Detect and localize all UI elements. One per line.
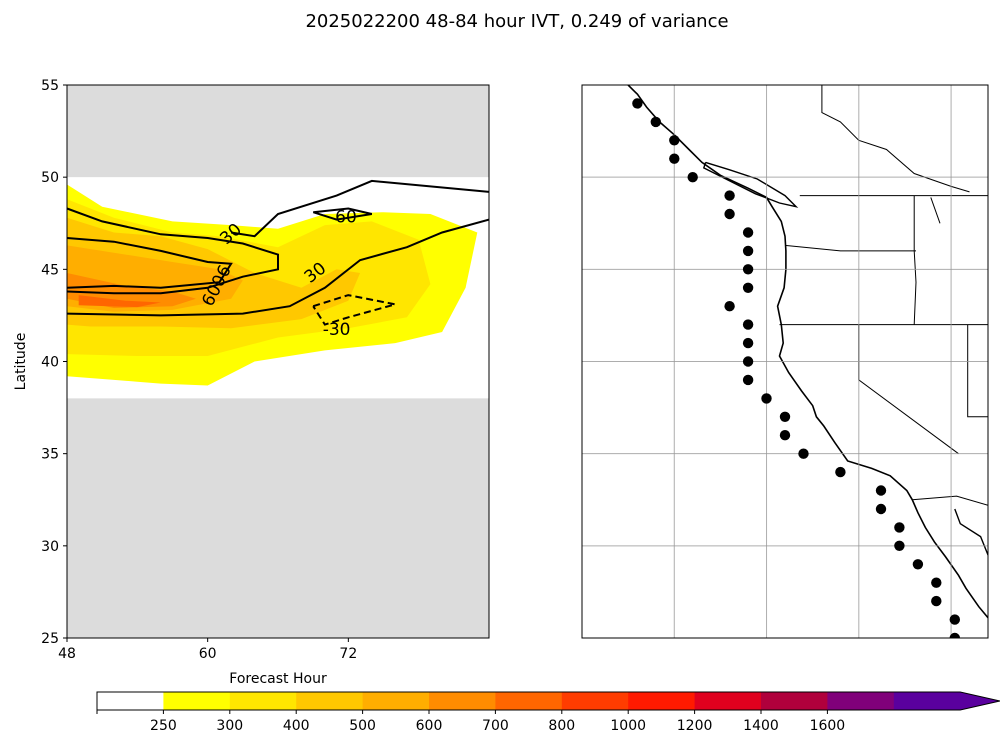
station-marker-5 <box>724 190 735 201</box>
colorbar-tick-label-7: 1000 <box>610 718 646 734</box>
station-marker-16 <box>761 393 772 404</box>
x-tick-label-0: 48 <box>58 646 76 662</box>
station-marker-20 <box>835 466 846 478</box>
station-marker-4 <box>687 172 698 183</box>
colorbar-segment-4 <box>362 692 430 710</box>
colorbar: 250 300 400 500 600 700 800 1000 1200 1400 1600 <box>96 691 1000 734</box>
x-tick-label-1: 60 <box>199 646 217 662</box>
contour-label-4: -30 <box>323 320 351 340</box>
border-line-7 <box>930 197 941 224</box>
station-marker-2 <box>669 135 680 146</box>
map-frame <box>581 84 989 639</box>
station-marker-7 <box>742 227 754 238</box>
y-tick-label-0: 25 <box>41 631 59 647</box>
gulf-of-california-coast <box>954 508 988 557</box>
y-tick-label-3: 40 <box>41 355 59 371</box>
y-tick-label-4: 45 <box>41 262 59 278</box>
contour-line-1 <box>67 218 489 317</box>
y-tick-label-1: 30 <box>41 539 59 555</box>
colorbar-segment-8 <box>628 692 696 710</box>
x-tick-label-2: 72 <box>339 646 357 662</box>
station-marker-10 <box>742 282 754 293</box>
contour-line-2 <box>67 207 279 295</box>
station-marker-22 <box>875 503 887 515</box>
colorbar-segment-1 <box>163 692 231 710</box>
colorbar-segment-6 <box>495 692 563 710</box>
contour-line-4 <box>312 207 373 221</box>
border-line-5 <box>967 324 988 418</box>
colorbar-segment-10 <box>761 692 828 710</box>
colorbar-segment-3 <box>296 692 364 710</box>
station-marker-9 <box>742 264 754 275</box>
colorbar-segment-0 <box>97 692 164 710</box>
colorbar-segment-2 <box>229 692 297 710</box>
border-line-2 <box>913 195 917 325</box>
border-line-6 <box>912 495 988 506</box>
y-tick-label-5: 50 <box>41 170 59 186</box>
station-marker-17 <box>779 411 791 422</box>
filled-contour-700 <box>78 295 161 308</box>
colorbar-tick-label-9: 1400 <box>743 718 779 734</box>
y-axis-label: Latitude <box>13 333 29 391</box>
station-marker-3 <box>669 153 680 164</box>
station-marker-24 <box>894 540 905 551</box>
station-marker-21 <box>875 485 887 496</box>
station-marker-11 <box>724 301 735 312</box>
colorbar-tick-label-10: 1600 <box>810 718 846 734</box>
station-marker-29 <box>949 632 960 638</box>
coastline <box>627 85 988 620</box>
colorbar-tick-label-5: 700 <box>482 718 509 734</box>
station-marker-28 <box>949 614 960 625</box>
station-marker-0 <box>632 98 643 109</box>
colorbar-tick-label-2: 400 <box>283 718 310 734</box>
y-tick-label-6: 55 <box>41 78 59 94</box>
station-marker-8 <box>742 245 754 257</box>
colorbar-tick-label-3: 500 <box>349 718 376 734</box>
station-marker-6 <box>724 208 735 220</box>
station-marker-14 <box>742 356 754 367</box>
contour-line-0 <box>230 179 489 238</box>
colorbar-tick-label-4: 600 <box>416 718 443 734</box>
border-line-8 <box>821 85 970 193</box>
station-marker-25 <box>912 559 924 570</box>
colorbar-segment-9 <box>694 692 762 710</box>
contour-label-2: 60 <box>335 208 357 228</box>
colorbar-tick-label-6: 800 <box>548 718 575 734</box>
vancouver-island <box>702 161 799 208</box>
colorbar-outline <box>96 691 1000 711</box>
station-marker-18 <box>779 430 791 441</box>
y-tick-label-2: 35 <box>41 447 59 463</box>
colorbar-segment-7 <box>561 692 629 710</box>
figure-title: 2025022200 48-84 hour IVT, 0.249 of vari… <box>305 11 728 32</box>
station-marker-26 <box>931 577 942 588</box>
colorbar-tick-label-8: 1200 <box>677 718 713 734</box>
colorbar-segment-5 <box>429 692 496 710</box>
station-map-panel <box>581 84 989 639</box>
station-marker-1 <box>650 116 661 128</box>
colorbar-tick-label-0: 250 <box>150 718 177 734</box>
station-marker-12 <box>742 319 754 330</box>
colorbar-segment-12 <box>893 692 1000 710</box>
station-marker-19 <box>798 448 809 459</box>
station-marker-27 <box>931 595 942 607</box>
x-axis-label: Forecast Hour <box>229 671 327 687</box>
contour-line-3 <box>67 237 233 289</box>
colorbar-segment-11 <box>827 692 895 710</box>
station-marker-15 <box>742 374 754 386</box>
station-marker-23 <box>894 522 905 533</box>
colorbar-tick-label-1: 300 <box>216 718 243 734</box>
station-marker-13 <box>742 337 754 349</box>
